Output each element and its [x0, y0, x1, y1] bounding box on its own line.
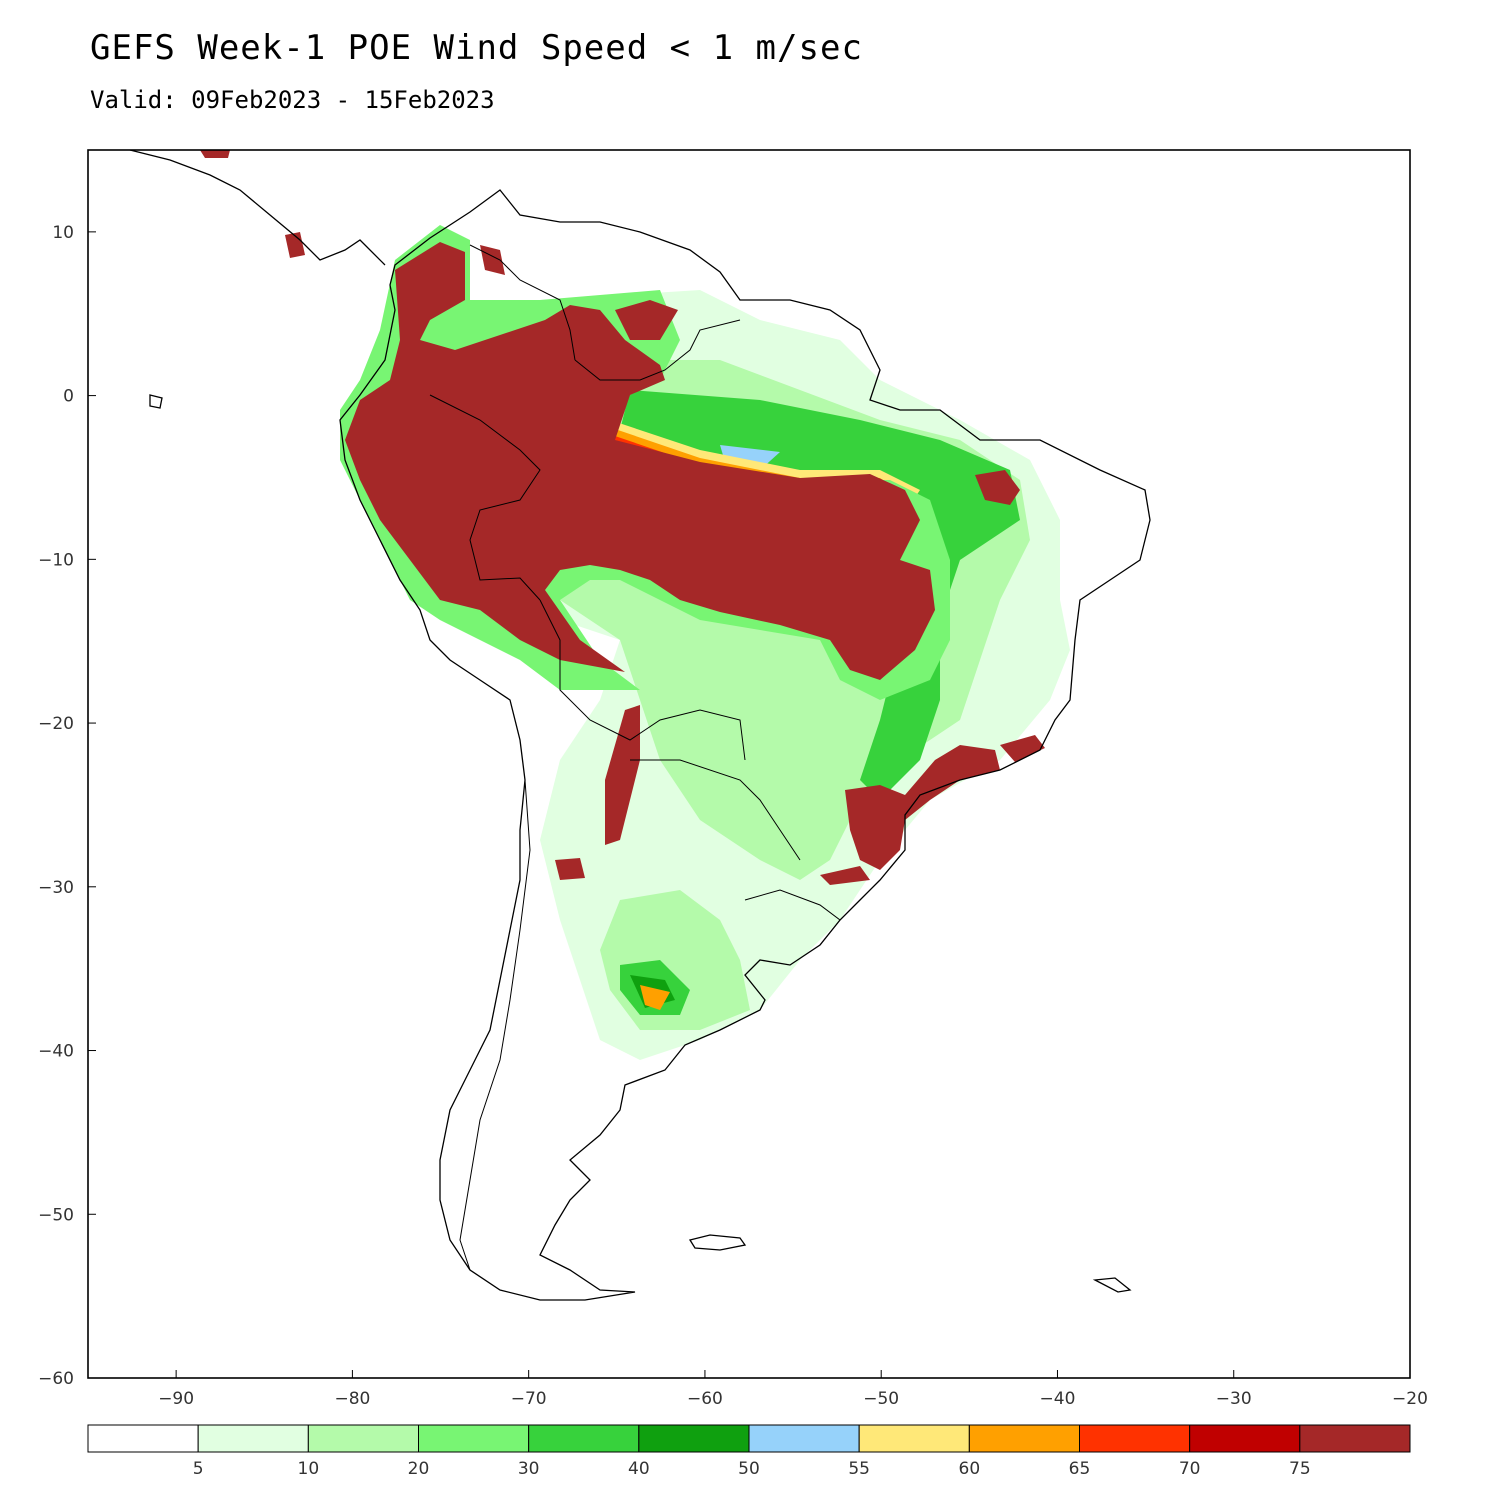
probability-field — [200, 150, 1070, 1060]
field-75pct-ne-brazil — [975, 470, 1020, 505]
colorbar-swatch — [748, 1424, 860, 1453]
lon-tick-label: −90 — [158, 1389, 194, 1409]
border-colombia-venezuela — [469, 244, 576, 361]
field-75pct-central-america — [285, 232, 305, 258]
lat-tick-label: −10 — [38, 550, 74, 570]
field-75pct-venezuela-n — [480, 245, 505, 275]
lon-tick-label: −20 — [1392, 1389, 1428, 1409]
coastline-galapagos — [149, 394, 163, 409]
axes: −90 −80 −70 −60 −50 −40 −30 −20 10 0 −10 −20 −30 −40 −… — [38, 223, 1428, 1409]
border-uruguay — [744, 889, 841, 946]
lon-tick-label: −80 — [334, 1389, 370, 1409]
colorbar-label: 5 — [193, 1459, 204, 1479]
colorbar-swatch — [1189, 1424, 1301, 1453]
map-title: GEFS Week-1 POE Wind Speed < 1 m/sec — [90, 28, 863, 68]
lat-tick-label: −20 — [38, 714, 74, 734]
lon-tick-label: −60 — [687, 1389, 723, 1409]
colorbar-swatch — [638, 1424, 750, 1453]
colorbar-label: 55 — [848, 1459, 870, 1479]
border-bolivia — [539, 599, 746, 761]
colorbar-label: 30 — [518, 1459, 540, 1479]
coastlines — [129, 150, 1151, 1301]
border-paraguay — [630, 759, 801, 861]
colorbar-swatch — [418, 1424, 530, 1453]
lat-tick-label: −60 — [38, 1369, 74, 1389]
colorbar-swatch — [1079, 1424, 1191, 1453]
field-75pct-rio — [1000, 735, 1045, 762]
colorbar-swatch — [528, 1424, 640, 1453]
colorbar-label: 60 — [959, 1459, 981, 1479]
border-peru-brazil — [429, 394, 541, 601]
lon-tick-label: −30 — [1216, 1389, 1252, 1409]
border-argentina-chile — [459, 779, 531, 1271]
coastline-falklands — [688, 1234, 747, 1251]
lat-tick-label: −40 — [38, 1042, 74, 1062]
field-75pct-guiana — [615, 300, 678, 340]
lat-tick-label: −30 — [38, 878, 74, 898]
map-subtitle: Valid: 09Feb2023 - 15Feb2023 — [90, 86, 495, 114]
field-75pct-rs — [820, 866, 870, 885]
field-75pct-andes-bolivia — [605, 705, 640, 845]
colorbar-label: 70 — [1179, 1459, 1201, 1479]
colorbar-swatch — [858, 1424, 970, 1453]
colorbar: 5 10 20 30 40 50 55 60 65 70 75 — [87, 1424, 1411, 1479]
border-brazil-north — [574, 319, 741, 381]
colorbar-swatch — [1299, 1424, 1411, 1453]
field-75pct-se-brazil — [845, 745, 1000, 870]
lat-tick-label: −50 — [38, 1205, 74, 1225]
colorbar-label: 65 — [1069, 1459, 1091, 1479]
lat-tick-label: 10 — [52, 223, 74, 243]
colorbar-label: 50 — [738, 1459, 760, 1479]
colorbar-label: 75 — [1289, 1459, 1311, 1479]
lon-tick-label: −70 — [511, 1389, 547, 1409]
country-borders — [429, 244, 841, 1271]
colorbar-label: 10 — [298, 1459, 320, 1479]
field-40pct-ne — [620, 390, 1020, 800]
field-75pct-mexico — [200, 150, 230, 158]
colorbar-label: 20 — [408, 1459, 430, 1479]
colorbar-swatch — [968, 1424, 1080, 1453]
coastline-south-georgia — [1092, 1277, 1132, 1293]
plot-frame — [87, 149, 1411, 1379]
lon-tick-label: −40 — [1040, 1389, 1076, 1409]
colorbar-swatch — [197, 1424, 309, 1453]
coastline-south-america — [339, 189, 1151, 1301]
lat-tick-label: 0 — [63, 387, 74, 407]
colorbar-label: 40 — [628, 1459, 650, 1479]
colorbar-swatch — [307, 1424, 420, 1453]
field-75pct-amazon — [345, 242, 935, 680]
lon-tick-label: −50 — [863, 1389, 899, 1409]
field-75pct-andes-argentina — [555, 858, 585, 880]
field-65pct-south — [640, 985, 670, 1010]
coastline-central-america — [129, 150, 386, 266]
colorbar-swatch — [87, 1424, 199, 1453]
